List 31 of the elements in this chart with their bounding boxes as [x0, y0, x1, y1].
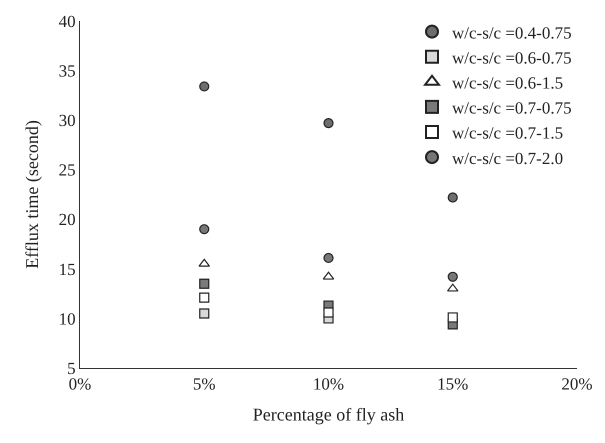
legend-label: w/c-s/c =0.7-1.5 — [452, 124, 564, 143]
legend-label: w/c-s/c =0.7-2.0 — [452, 148, 564, 168]
point — [448, 272, 458, 282]
legend-label: w/c-s/c =0.4-0.75 — [452, 23, 572, 42]
point — [323, 252, 334, 264]
y-tick-label: 25 — [58, 160, 76, 180]
point — [199, 308, 210, 319]
y-axis-title: Efflux time (second) — [22, 120, 42, 269]
y-tick-label: 15 — [58, 260, 76, 279]
x-tick-label: 20% — [561, 374, 593, 394]
point — [322, 272, 334, 280]
x-tick-label: 15% — [437, 374, 468, 394]
y-tick-label: 35 — [58, 62, 76, 81]
legend-label: w/c-s/c =0.6-0.75 — [452, 48, 572, 68]
legend-label: w/c-s/c =0.6-1.5 — [452, 73, 564, 92]
point — [448, 312, 458, 323]
point — [199, 278, 210, 289]
legend-label: w/c-s/c =0.7-0.75 — [452, 98, 572, 118]
point — [448, 192, 458, 203]
x-tick-label: 5% — [192, 374, 216, 394]
x-tick-label: 10% — [312, 374, 344, 394]
y-tick-label: 20 — [58, 210, 76, 230]
y-tick-label: 40 — [58, 12, 76, 31]
point — [199, 292, 210, 303]
point — [323, 307, 334, 318]
y-tick-label: 10 — [58, 309, 76, 328]
x-axis-title: Percentage of fly ash — [252, 404, 404, 424]
y-tick-label: 30 — [58, 111, 76, 130]
point — [199, 81, 210, 92]
point — [199, 224, 210, 234]
point — [323, 118, 334, 128]
